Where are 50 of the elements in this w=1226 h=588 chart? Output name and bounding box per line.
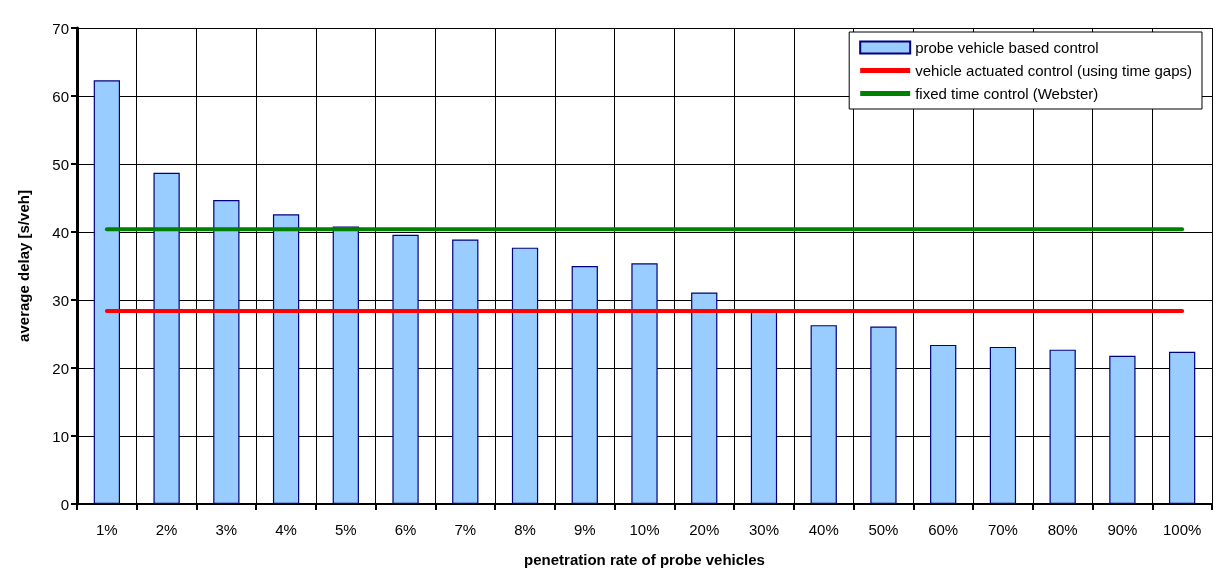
x-tick-label: 80%	[1047, 521, 1078, 538]
legend-label: vehicle actuated control (using time gaps)	[915, 62, 1192, 79]
bar	[989, 346, 1017, 504]
x-tick-label: 5%	[334, 521, 357, 538]
x-tick-label: 10%	[629, 521, 660, 538]
bar	[511, 247, 539, 504]
x-tick-label: 50%	[868, 521, 899, 538]
bar	[870, 326, 897, 504]
bar	[93, 80, 121, 504]
x-tick-label: 20%	[689, 521, 720, 538]
x-tick-label: 100%	[1162, 521, 1202, 538]
x-tick-label: 90%	[1107, 521, 1138, 538]
x-axis-title: penetration rate of probe vehicles	[524, 551, 765, 568]
x-tick-label: 4%	[275, 521, 297, 538]
bar	[750, 311, 778, 504]
x-tick-label: 30%	[748, 521, 779, 538]
x-tick-label: 9%	[573, 521, 596, 538]
y-tick-label: 60	[52, 87, 69, 105]
bar	[153, 172, 180, 504]
bar	[392, 234, 419, 504]
y-tick-label: 50	[52, 155, 69, 173]
bar	[631, 263, 658, 504]
bar	[272, 214, 300, 504]
bar	[810, 325, 837, 504]
bar	[930, 344, 957, 504]
x-tick-label: 8%	[514, 521, 536, 538]
x-tick-label: 2%	[155, 521, 178, 538]
x-tick-label: 60%	[928, 521, 959, 538]
y-tick-label: 40	[52, 223, 69, 241]
y-tick-label: 0	[60, 495, 69, 513]
legend-label: fixed time control (Webster)	[915, 85, 1099, 102]
y-tick-label: 30	[52, 291, 69, 309]
bar	[1049, 349, 1076, 504]
x-tick-label: 6%	[394, 521, 417, 538]
bar	[452, 239, 479, 504]
legend-label: probe vehicle based control	[915, 39, 1099, 56]
bar	[1168, 351, 1196, 504]
bar	[691, 292, 718, 504]
x-tick-label: 70%	[987, 521, 1018, 538]
y-axis-title: average delay [s/veh]	[15, 190, 32, 342]
bar	[1109, 355, 1136, 504]
x-tick-label: 40%	[808, 521, 839, 538]
y-tick-label: 20	[52, 359, 69, 377]
y-tick-label: 10	[52, 427, 69, 445]
x-tick-label: 7%	[454, 521, 477, 538]
bar	[213, 200, 240, 504]
bar	[571, 266, 598, 504]
y-tick-label: 70	[52, 19, 69, 37]
x-tick-label: 1%	[96, 521, 118, 538]
x-tick-label: 3%	[215, 521, 238, 538]
